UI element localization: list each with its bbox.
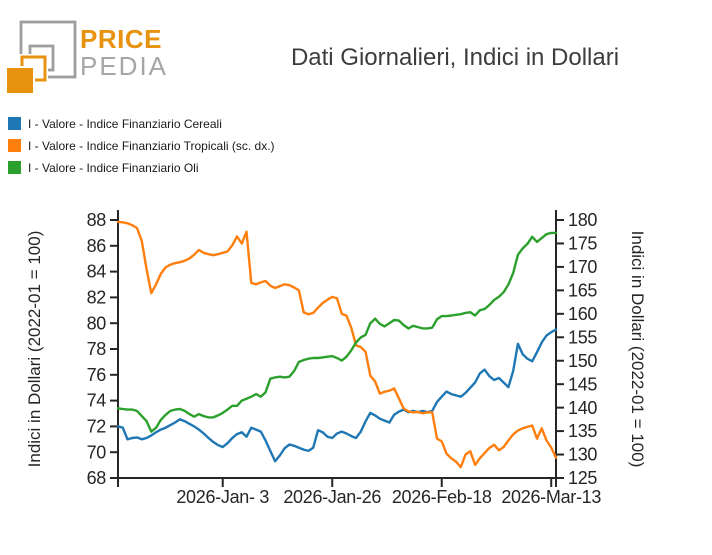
right-axis-tick-label: 165 bbox=[568, 280, 597, 300]
left-axis-tick-label: 76 bbox=[87, 365, 107, 385]
right-axis-tick-label: 130 bbox=[568, 445, 597, 465]
right-axis-title: Indici in Dollari (2022-01 = 100) bbox=[628, 231, 647, 468]
x-axis-tick-label: 2026-Jan- 3 bbox=[176, 487, 269, 507]
brand-price: PRICE bbox=[80, 24, 162, 54]
pricepedia-logo: PRICE PEDIA bbox=[6, 12, 236, 107]
pricepedia-logo-mark bbox=[6, 20, 77, 95]
left-axis-tick-label: 72 bbox=[87, 417, 107, 437]
left-axis-tick-label: 74 bbox=[87, 391, 107, 411]
right-axis-tick-label: 140 bbox=[568, 398, 597, 418]
right-axis-tick-label: 150 bbox=[568, 351, 597, 371]
left-axis-tick-label: 88 bbox=[87, 210, 107, 230]
legend-item-tropicali: I - Valore - Indice Finanziario Tropical… bbox=[8, 138, 275, 153]
x-axis-tick-label: 2026-Jan-26 bbox=[283, 487, 381, 507]
legend-item-cereali: I - Valore - Indice Finanziario Cereali bbox=[8, 116, 275, 131]
left-axis-tick-label: 68 bbox=[87, 468, 107, 488]
right-axis-tick-label: 125 bbox=[568, 468, 597, 488]
left-axis-tick-label: 70 bbox=[87, 442, 107, 462]
x-axis-tick-label: 2026-Mar-13 bbox=[501, 487, 601, 507]
legend-label: I - Valore - Indice Finanziario Cereali bbox=[28, 116, 222, 131]
legend-swatch bbox=[8, 161, 21, 174]
right-axis-tick-label: 135 bbox=[568, 421, 597, 441]
series-line-tropicali bbox=[116, 220, 558, 469]
right-axis-tick-label: 155 bbox=[568, 327, 597, 347]
x-axis-tick-label: 2026-Feb-18 bbox=[392, 487, 492, 507]
left-axis-tick-label: 86 bbox=[87, 236, 107, 256]
left-axis-tick-label: 84 bbox=[87, 262, 107, 282]
right-axis-tick-label: 180 bbox=[568, 210, 597, 230]
left-axis-tick-label: 80 bbox=[87, 313, 107, 333]
legend-swatch bbox=[8, 139, 21, 152]
legend-item-oli: I - Valore - Indice Finanziario Oli bbox=[8, 160, 275, 175]
brand-pedia: PEDIA bbox=[80, 51, 169, 81]
legend-swatch bbox=[8, 117, 21, 130]
left-axis-tick-label: 78 bbox=[87, 339, 107, 359]
right-axis-tick-label: 160 bbox=[568, 304, 597, 324]
series-line-oli bbox=[116, 231, 558, 433]
right-axis-tick-label: 145 bbox=[568, 374, 597, 394]
left-axis-tick-label: 82 bbox=[87, 288, 107, 308]
legend-label: I - Valore - Indice Finanziario Tropical… bbox=[28, 138, 275, 153]
right-axis-tick-label: 175 bbox=[568, 234, 597, 254]
chart-title: Dati Giornalieri, Indici in Dollari bbox=[290, 44, 620, 71]
right-axis-tick-label: 170 bbox=[568, 257, 597, 277]
series-line-cereali bbox=[116, 328, 558, 463]
left-axis-title: Indici in Dollari (2022-01 = 100) bbox=[25, 231, 44, 468]
chart-legend: I - Valore - Indice Finanziario Cereali I… bbox=[8, 117, 275, 183]
legend-label: I - Valore - Indice Finanziario Oli bbox=[28, 160, 199, 175]
